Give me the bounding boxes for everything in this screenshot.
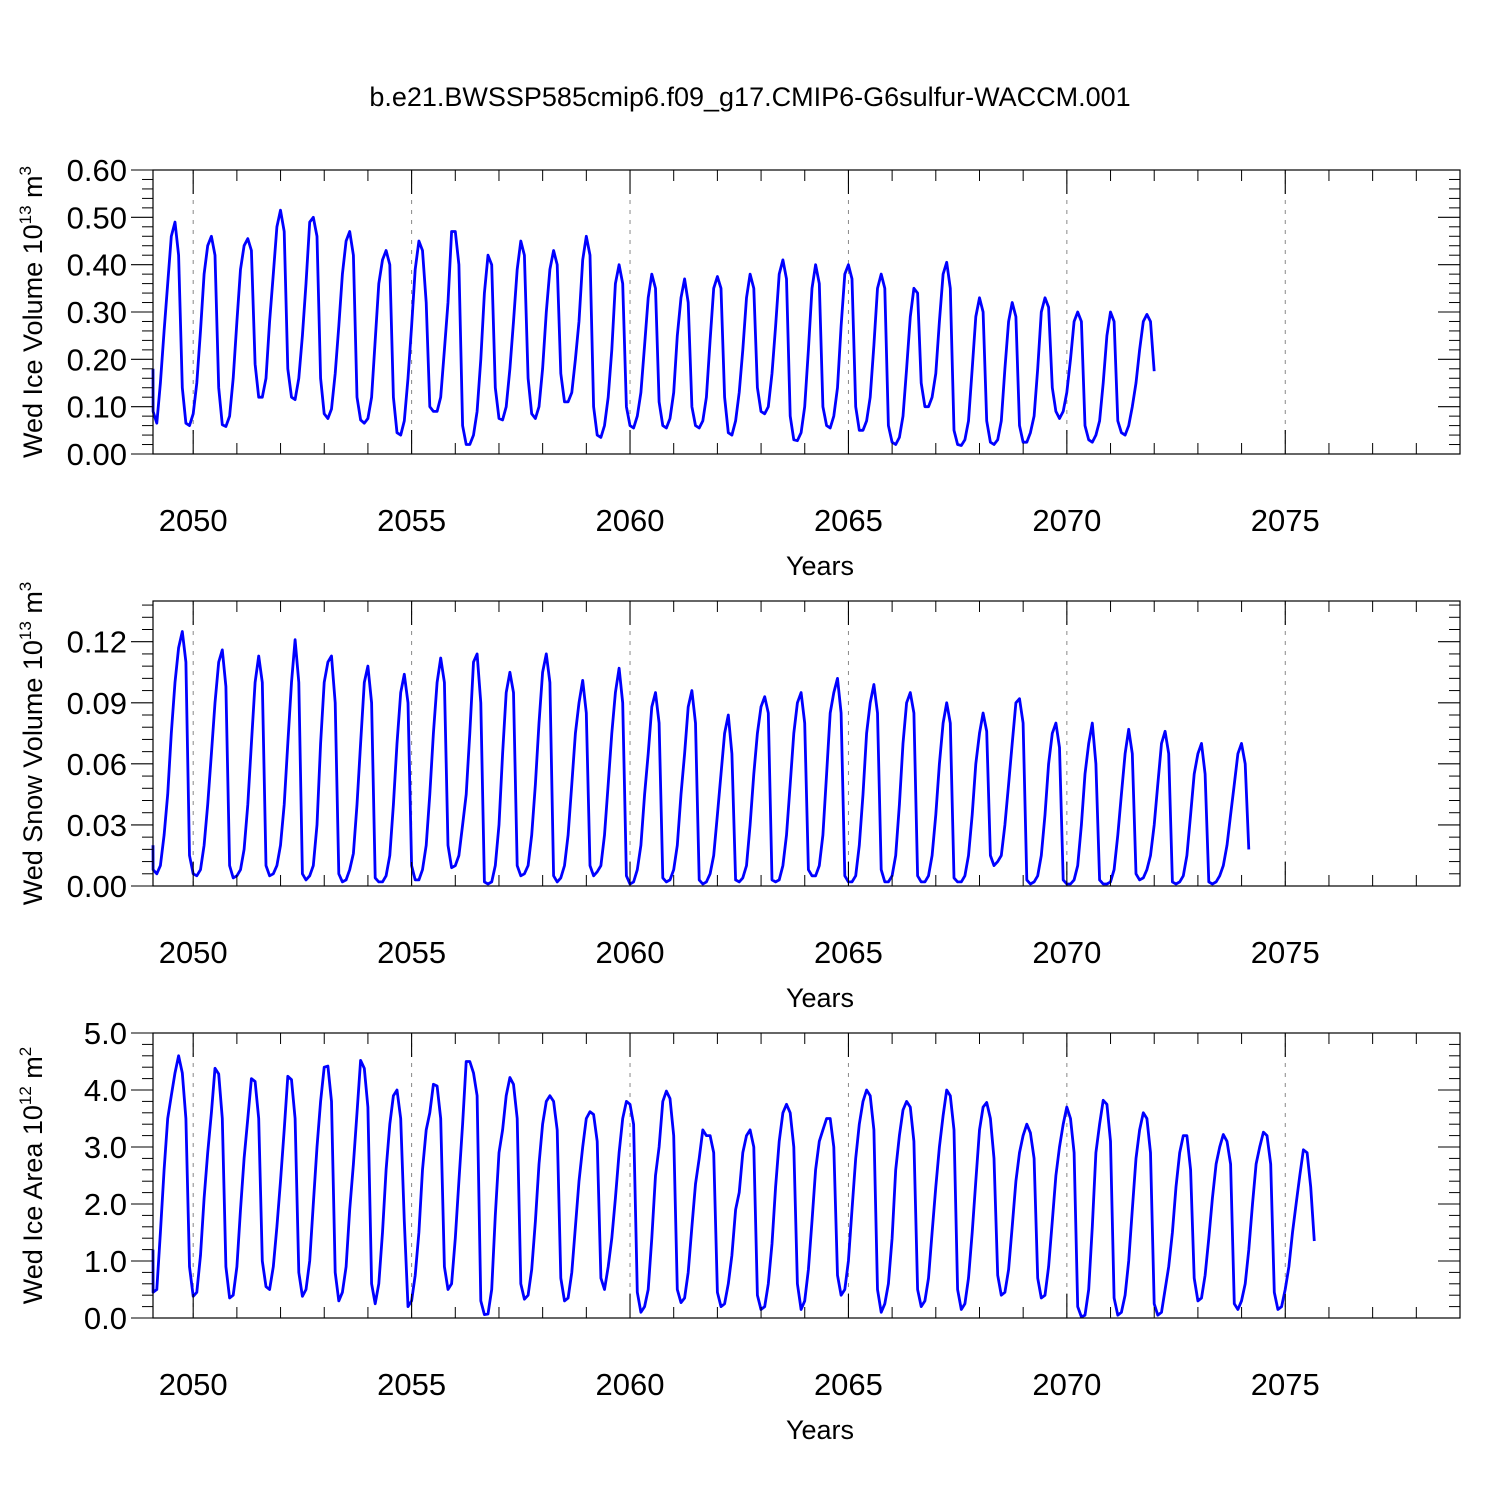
- y-tick-label: 1.0: [84, 1244, 127, 1279]
- y-axis-label-part: 2: [16, 1047, 35, 1056]
- chart-panel-2: 0.00 0.03 0.06 0.09 0.12 2050 2055 2060 2065 2070…: [16, 582, 1461, 1013]
- y-axis-label-part: m: [18, 1056, 48, 1086]
- y-tick-label: 0.40: [67, 248, 127, 283]
- x-tick-label: 2060: [596, 503, 665, 538]
- chart-panel-3: 0.0 1.0 2.0 3.0 4.0 5.0 2050 2055 2060 2065 2070 20…: [16, 1016, 1461, 1445]
- x-axis-label: Years: [786, 983, 854, 1013]
- y-axis-label: Wed Ice Volume 1013 m3: [16, 166, 48, 458]
- y-axis-label-part: 3: [16, 166, 35, 175]
- y-tick-label: 2.0: [84, 1187, 127, 1222]
- y-tick-label: 0.30: [67, 295, 127, 330]
- y-tick-label: 0.12: [67, 625, 127, 660]
- y-axis-label-part: 12: [16, 1086, 35, 1105]
- y-tick-label: 0.06: [67, 747, 127, 782]
- y-tick-label: 0.50: [67, 200, 127, 235]
- y-tick-label: 0.03: [67, 808, 127, 843]
- data-series-line: [151, 1054, 1316, 1319]
- x-tick-label: 2070: [1032, 935, 1101, 970]
- x-tick-label: 2070: [1032, 503, 1101, 538]
- chart-panel-1: 0.00 0.10 0.20 0.30 0.40 0.50 0.60 2050 2055 2060…: [16, 153, 1461, 581]
- figure-title: b.e21.BWSSP585cmip6.f09_g17.CMIP6-G6sulf…: [369, 82, 1130, 112]
- x-axis-label: Years: [786, 1415, 854, 1445]
- x-tick-label: 2050: [159, 935, 228, 970]
- x-tick-label: 2070: [1032, 1367, 1101, 1402]
- x-tick-label: 2075: [1251, 1367, 1320, 1402]
- chart-panels: 0.00 0.10 0.20 0.30 0.40 0.50 0.60 2050 2055 2060…: [16, 153, 1461, 1445]
- y-axis-label-part: m: [18, 175, 48, 205]
- x-tick-label: 2075: [1251, 503, 1320, 538]
- x-tick-label: 2065: [814, 935, 883, 970]
- x-axis-label: Years: [786, 551, 854, 581]
- y-tick-label: 0.09: [67, 686, 127, 721]
- x-tick-label: 2055: [377, 935, 446, 970]
- y-tick-label: 0.20: [67, 342, 127, 377]
- y-axis-label-part: 13: [16, 205, 35, 224]
- y-axis-label-part: Wed Snow Volume 10: [18, 640, 48, 905]
- y-axis-label-part: m: [18, 591, 48, 621]
- y-axis-label-part: Wed Ice Volume 10: [18, 224, 48, 458]
- y-axis-label-part: 3: [16, 582, 35, 591]
- y-tick-label: 0.00: [67, 437, 127, 472]
- data-series-line: [151, 208, 1156, 447]
- x-tick-label: 2065: [814, 503, 883, 538]
- y-tick-label: 0.10: [67, 390, 127, 425]
- plot-frame: [152, 1032, 1461, 1319]
- y-axis-label-part: Wed Ice Area 10: [18, 1105, 48, 1304]
- y-axis-label: Wed Snow Volume 1013 m3: [16, 582, 48, 906]
- data-series-line: [151, 630, 1251, 886]
- x-tick-label: 2060: [596, 935, 665, 970]
- y-tick-label: 0.0: [84, 1301, 127, 1336]
- x-tick-label: 2055: [377, 1367, 446, 1402]
- y-tick-label: 4.0: [84, 1073, 127, 1108]
- y-axis-label-part: 13: [16, 621, 35, 640]
- y-tick-label: 3.0: [84, 1130, 127, 1165]
- y-tick-label: 0.60: [67, 153, 127, 188]
- x-tick-label: 2075: [1251, 935, 1320, 970]
- x-tick-label: 2050: [159, 503, 228, 538]
- y-tick-label: 5.0: [84, 1016, 127, 1051]
- y-axis-label: Wed Ice Area 1012 m2: [16, 1047, 48, 1305]
- y-tick-label: 0.00: [67, 869, 127, 904]
- x-tick-label: 2065: [814, 1367, 883, 1402]
- x-tick-label: 2060: [596, 1367, 665, 1402]
- x-tick-label: 2050: [159, 1367, 228, 1402]
- plot-frame: [152, 600, 1461, 887]
- x-tick-label: 2055: [377, 503, 446, 538]
